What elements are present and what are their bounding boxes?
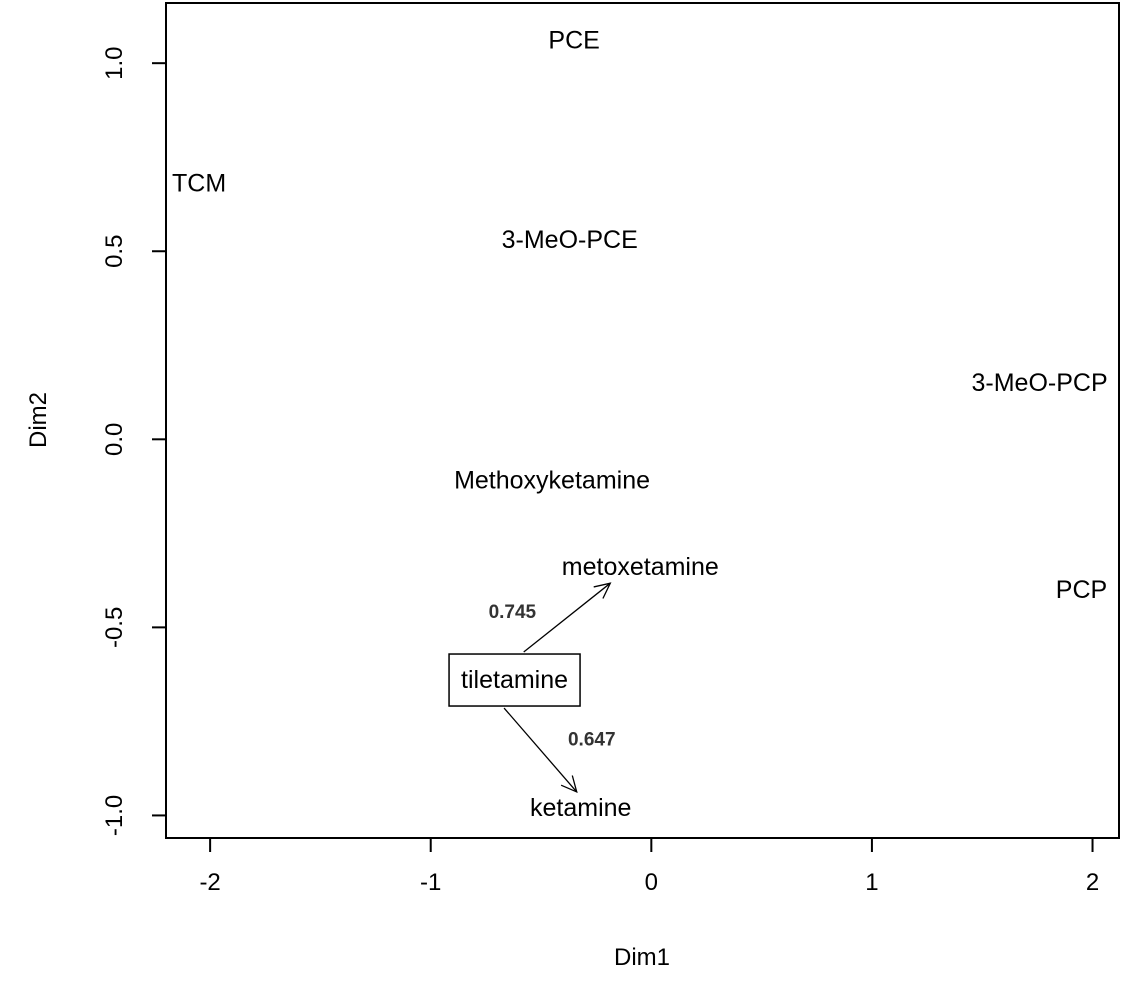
y-tick-label: 0.0 xyxy=(101,423,128,456)
point-label: metoxetamine xyxy=(562,553,719,581)
plot-frame xyxy=(165,2,1120,839)
x-tick-label: -1 xyxy=(420,869,441,896)
arrow-head xyxy=(593,582,612,599)
x-tick-label: 0 xyxy=(645,869,658,896)
point-label: tiletamine xyxy=(461,666,568,694)
data-labels: PCE TCM 3-MeO-PCE 3-MeO-PCP Methoxyketamine m… xyxy=(172,27,1108,822)
arrow-line xyxy=(523,582,611,653)
similarity-value-label: 0.647 xyxy=(568,730,616,751)
y-tick-label: -0.5 xyxy=(101,607,128,648)
point-label: PCP xyxy=(1056,576,1107,604)
point-label: 3-MeO-PCP xyxy=(972,369,1108,397)
highlight-box xyxy=(448,653,581,707)
point-label: TCM xyxy=(172,170,226,198)
point-label: Methoxyketamine xyxy=(454,467,650,495)
arrow-head xyxy=(560,775,578,794)
y-tick-label: -1.0 xyxy=(101,795,128,836)
axes: -2 -1 0 1 2 -1.0 -0.5 0.0 0.5 1.0 xyxy=(101,46,1099,896)
x-tick-label: 1 xyxy=(865,869,878,896)
y-axis-title: Dim2 xyxy=(25,392,52,448)
similarity-value-label: 0.745 xyxy=(489,602,537,623)
y-tick-label: 1.0 xyxy=(101,46,128,79)
y-tick-label: 0.5 xyxy=(101,235,128,268)
point-label: ketamine xyxy=(530,794,631,822)
point-label: 3-MeO-PCE xyxy=(502,226,638,254)
x-axis-title: Dim1 xyxy=(614,944,670,971)
arrow-line xyxy=(503,707,578,793)
x-tick-label: -2 xyxy=(199,869,220,896)
point-label: PCE xyxy=(548,27,599,55)
x-tick-label: 2 xyxy=(1086,869,1099,896)
